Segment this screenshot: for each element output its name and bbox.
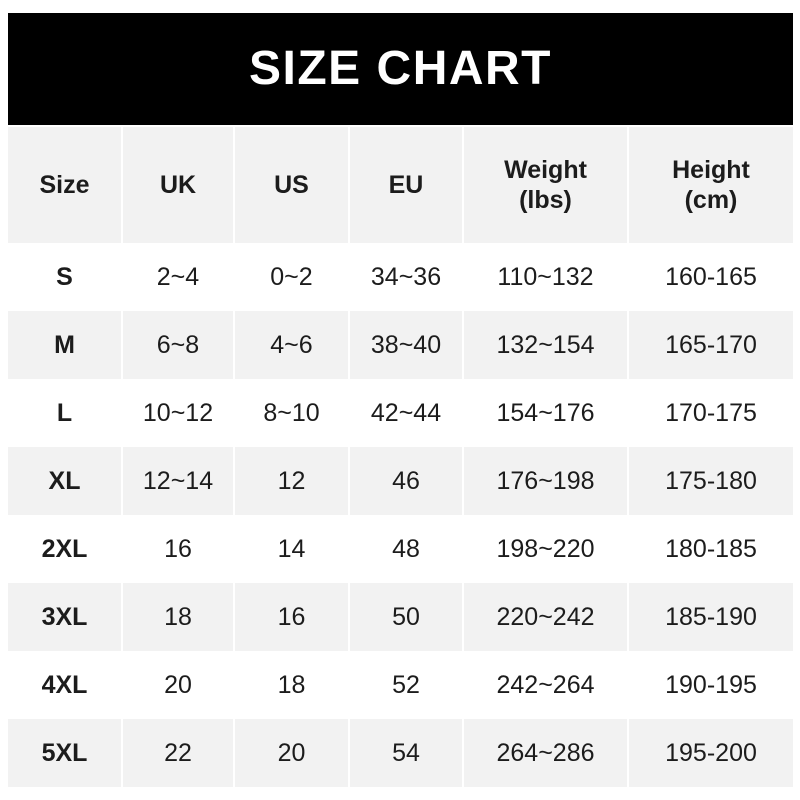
cell-us: 4~6 xyxy=(234,311,350,379)
cell-eu: 48 xyxy=(349,515,464,583)
cell-height: 195-200 xyxy=(665,738,757,767)
cell-height: 190-195 xyxy=(665,670,757,699)
cell-height: 180-185 xyxy=(665,534,757,563)
cell-height: 165-170 xyxy=(665,330,757,359)
table-header: Size UK US EU Weight (lbs) Height (cm) xyxy=(8,127,793,243)
cell-size: S xyxy=(8,243,123,311)
cell-uk: 20 xyxy=(122,651,235,719)
cell-eu: 34~36 xyxy=(349,243,464,311)
table-row: XL 12~14 12 46 176~198 175-180 xyxy=(8,447,793,515)
cell-weight: 176~198 xyxy=(463,447,629,515)
column-header-eu: EU xyxy=(349,127,464,243)
cell-eu: 38~40 xyxy=(349,311,464,379)
cell-height: 170-175 xyxy=(665,398,757,427)
cell-size: M xyxy=(8,311,123,379)
cell-us: 14 xyxy=(234,515,350,583)
page-title: SIZE CHART xyxy=(249,42,552,95)
table-row: M 6~8 4~6 38~40 132~154 165-170 xyxy=(8,311,793,379)
cell-size: 5XL xyxy=(8,719,123,787)
cell-size: XL xyxy=(8,447,123,515)
table-header-row: Size UK US EU Weight (lbs) Height (cm) xyxy=(8,127,793,243)
column-header-us: US xyxy=(234,127,350,243)
cell-eu: 46 xyxy=(349,447,464,515)
cell-uk: 10~12 xyxy=(122,379,235,447)
cell-eu: 52 xyxy=(349,651,464,719)
cell-size: 2XL xyxy=(8,515,123,583)
cell-weight: 198~220 xyxy=(463,515,629,583)
column-header-size-label: Size xyxy=(39,170,90,199)
cell-uk: 22 xyxy=(122,719,235,787)
cell-weight: 110~132 xyxy=(463,243,629,311)
cell-size: L xyxy=(8,379,123,447)
column-header-height-label: Height xyxy=(672,155,750,184)
cell-height: 175-180 xyxy=(665,466,757,495)
cell-uk: 6~8 xyxy=(122,311,235,379)
table-row: 3XL 18 16 50 220~242 185-190 xyxy=(8,583,793,651)
column-header-height: Height (cm) xyxy=(628,127,793,243)
cell-us: 20 xyxy=(234,719,350,787)
cell-height: 185-190 xyxy=(665,602,757,631)
column-header-weight-label: Weight xyxy=(504,155,587,184)
cell-weight: 154~176 xyxy=(463,379,629,447)
cell-weight: 264~286 xyxy=(463,719,629,787)
size-chart-table: Size UK US EU Weight (lbs) Height (cm) xyxy=(8,127,793,787)
cell-us: 8~10 xyxy=(234,379,350,447)
cell-size: 3XL xyxy=(8,583,123,651)
column-header-weight: Weight (lbs) xyxy=(463,127,629,243)
cell-us: 12 xyxy=(234,447,350,515)
table-row: 5XL 22 20 54 264~286 195-200 xyxy=(8,719,793,787)
column-header-us-label: US xyxy=(274,170,309,199)
column-header-size: Size xyxy=(8,127,123,243)
column-header-eu-label: EU xyxy=(388,170,424,199)
table-row: L 10~12 8~10 42~44 154~176 170-175 xyxy=(8,379,793,447)
cell-weight: 220~242 xyxy=(463,583,629,651)
cell-uk: 12~14 xyxy=(122,447,235,515)
column-header-uk-label: UK xyxy=(159,170,197,199)
cell-height: 160-165 xyxy=(665,262,757,291)
table-row: S 2~4 0~2 34~36 110~132 160-165 xyxy=(8,243,793,311)
table-row: 2XL 16 14 48 198~220 180-185 xyxy=(8,515,793,583)
cell-us: 0~2 xyxy=(234,243,350,311)
cell-eu: 54 xyxy=(349,719,464,787)
cell-uk: 2~4 xyxy=(122,243,235,311)
table-body: S 2~4 0~2 34~36 110~132 160-165 M 6~8 4~… xyxy=(8,243,793,787)
cell-weight: 132~154 xyxy=(463,311,629,379)
cell-uk: 18 xyxy=(122,583,235,651)
cell-us: 16 xyxy=(234,583,350,651)
cell-size: 4XL xyxy=(8,651,123,719)
title-banner: SIZE CHART xyxy=(8,13,793,125)
column-header-height-unit: (cm) xyxy=(684,186,738,214)
cell-eu: 42~44 xyxy=(349,379,464,447)
column-header-uk: UK xyxy=(122,127,235,243)
column-header-weight-unit: (lbs) xyxy=(519,186,572,214)
cell-us: 18 xyxy=(234,651,350,719)
cell-uk: 16 xyxy=(122,515,235,583)
table-row: 4XL 20 18 52 242~264 190-195 xyxy=(8,651,793,719)
cell-eu: 50 xyxy=(349,583,464,651)
cell-weight: 242~264 xyxy=(463,651,629,719)
